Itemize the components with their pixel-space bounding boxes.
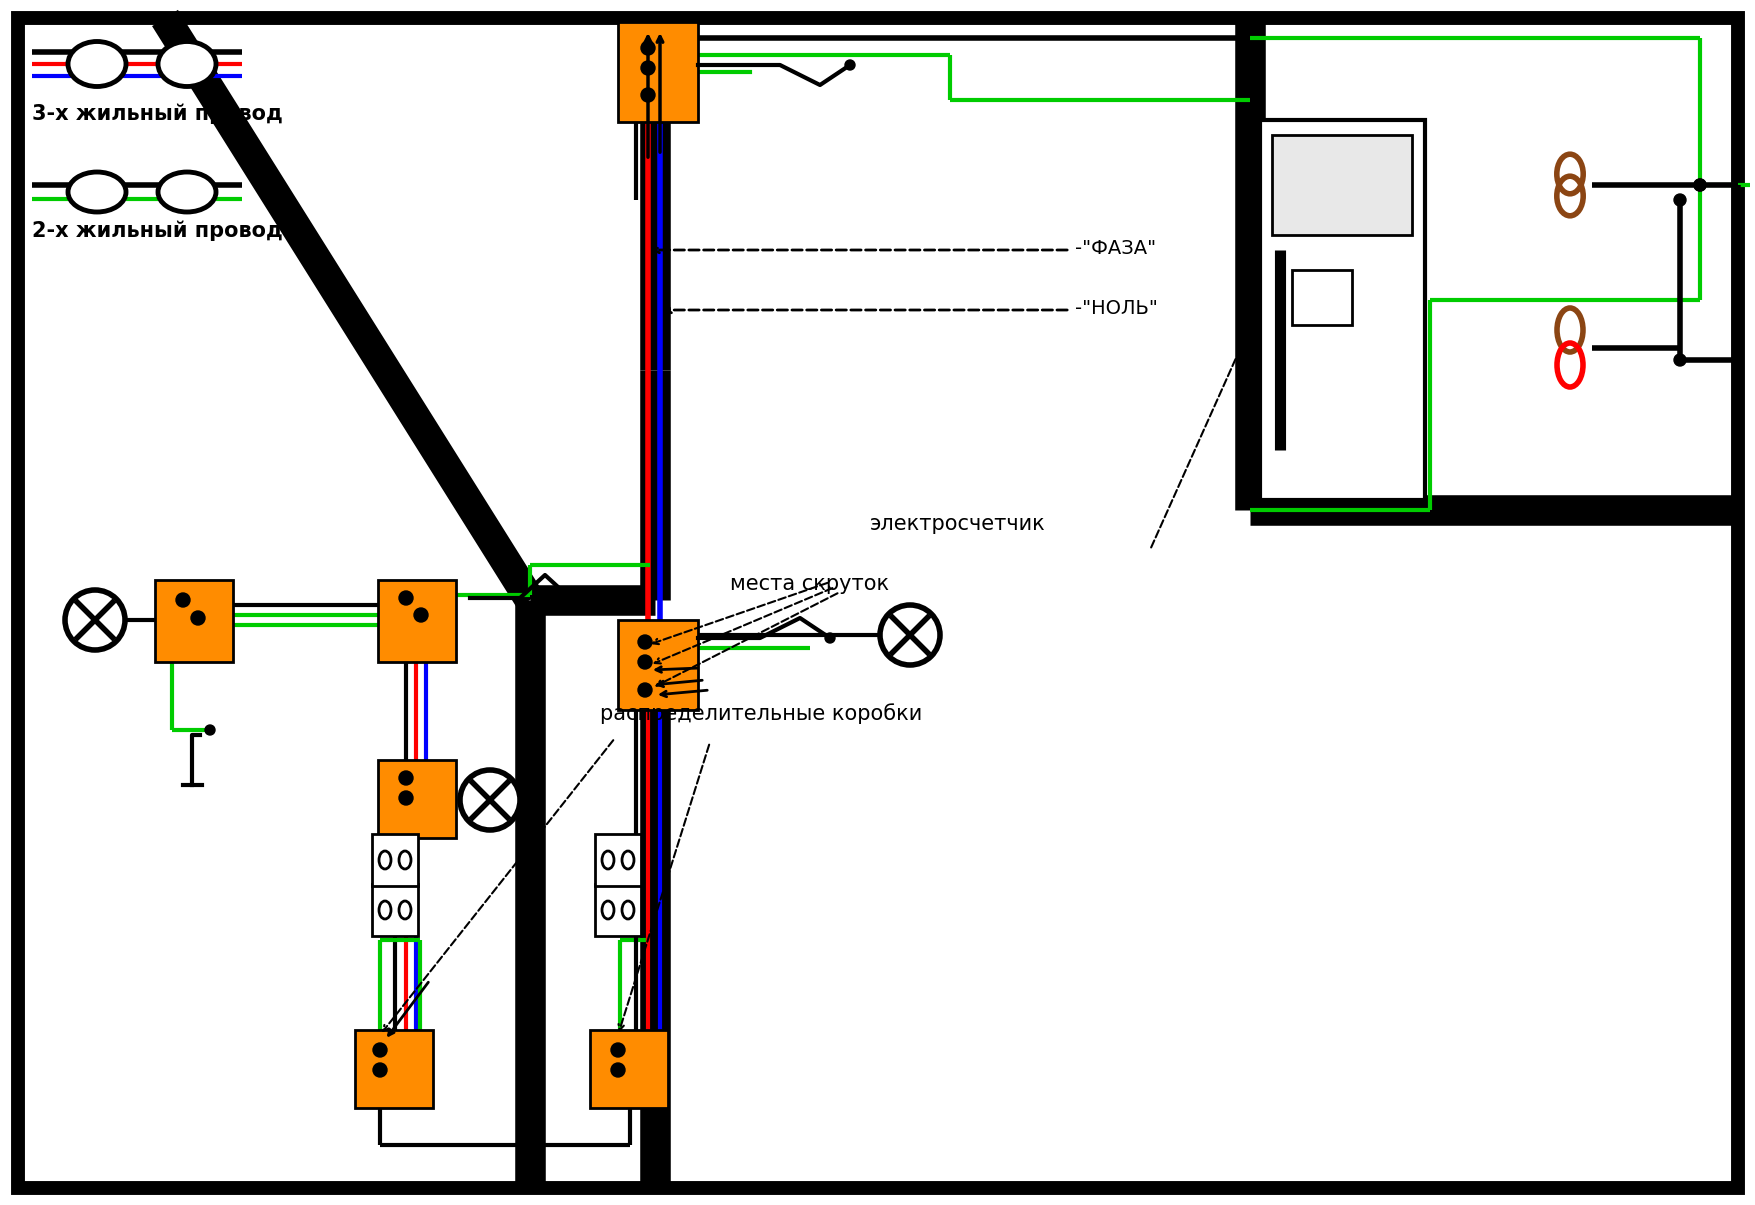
Bar xyxy=(372,884,418,936)
Circle shape xyxy=(641,88,655,102)
Circle shape xyxy=(460,770,519,830)
Ellipse shape xyxy=(158,172,216,212)
Circle shape xyxy=(641,41,655,55)
Bar xyxy=(377,580,456,662)
Circle shape xyxy=(414,609,428,622)
Circle shape xyxy=(205,725,214,735)
Circle shape xyxy=(565,593,574,602)
Circle shape xyxy=(1673,354,1685,366)
Circle shape xyxy=(191,611,205,625)
Bar xyxy=(154,580,233,662)
Circle shape xyxy=(372,1044,386,1057)
Circle shape xyxy=(65,590,125,649)
Circle shape xyxy=(844,60,855,70)
Bar xyxy=(590,1030,667,1109)
Text: электросчетчик: электросчетчик xyxy=(869,515,1046,534)
Text: 3-х жильный провод: 3-х жильный провод xyxy=(32,104,283,124)
Text: -"НОЛЬ": -"НОЛЬ" xyxy=(1074,299,1157,317)
Circle shape xyxy=(825,633,835,643)
Ellipse shape xyxy=(158,41,216,87)
Ellipse shape xyxy=(398,901,411,919)
Bar xyxy=(618,621,697,710)
Ellipse shape xyxy=(398,851,411,869)
Text: распределительные коробки: распределительные коробки xyxy=(600,704,921,724)
Bar xyxy=(372,834,418,886)
Ellipse shape xyxy=(602,901,614,919)
Ellipse shape xyxy=(621,851,634,869)
Bar xyxy=(618,22,697,122)
Ellipse shape xyxy=(621,901,634,919)
Bar xyxy=(1260,120,1425,500)
Bar xyxy=(1292,270,1351,325)
Circle shape xyxy=(1694,180,1706,192)
Circle shape xyxy=(641,61,655,75)
Ellipse shape xyxy=(602,851,614,869)
Circle shape xyxy=(611,1044,625,1057)
Bar xyxy=(595,834,641,886)
Text: -"ФАЗА": -"ФАЗА" xyxy=(1074,239,1155,258)
Circle shape xyxy=(1694,180,1706,192)
Circle shape xyxy=(398,590,412,605)
Circle shape xyxy=(879,605,939,665)
Bar xyxy=(595,884,641,936)
Circle shape xyxy=(1673,194,1685,206)
Circle shape xyxy=(637,683,651,696)
Text: места скруток: места скруток xyxy=(730,574,888,594)
Bar xyxy=(1271,135,1411,235)
Ellipse shape xyxy=(68,172,126,212)
Ellipse shape xyxy=(379,901,391,919)
Circle shape xyxy=(398,790,412,805)
Text: 2-х жильный провод: 2-х жильный провод xyxy=(32,221,283,241)
Bar xyxy=(355,1030,433,1109)
Bar xyxy=(377,760,456,837)
Circle shape xyxy=(372,1063,386,1077)
Ellipse shape xyxy=(68,41,126,87)
Circle shape xyxy=(176,593,190,607)
Ellipse shape xyxy=(379,851,391,869)
Circle shape xyxy=(637,635,651,649)
Circle shape xyxy=(637,656,651,669)
Circle shape xyxy=(611,1063,625,1077)
Circle shape xyxy=(398,771,412,784)
